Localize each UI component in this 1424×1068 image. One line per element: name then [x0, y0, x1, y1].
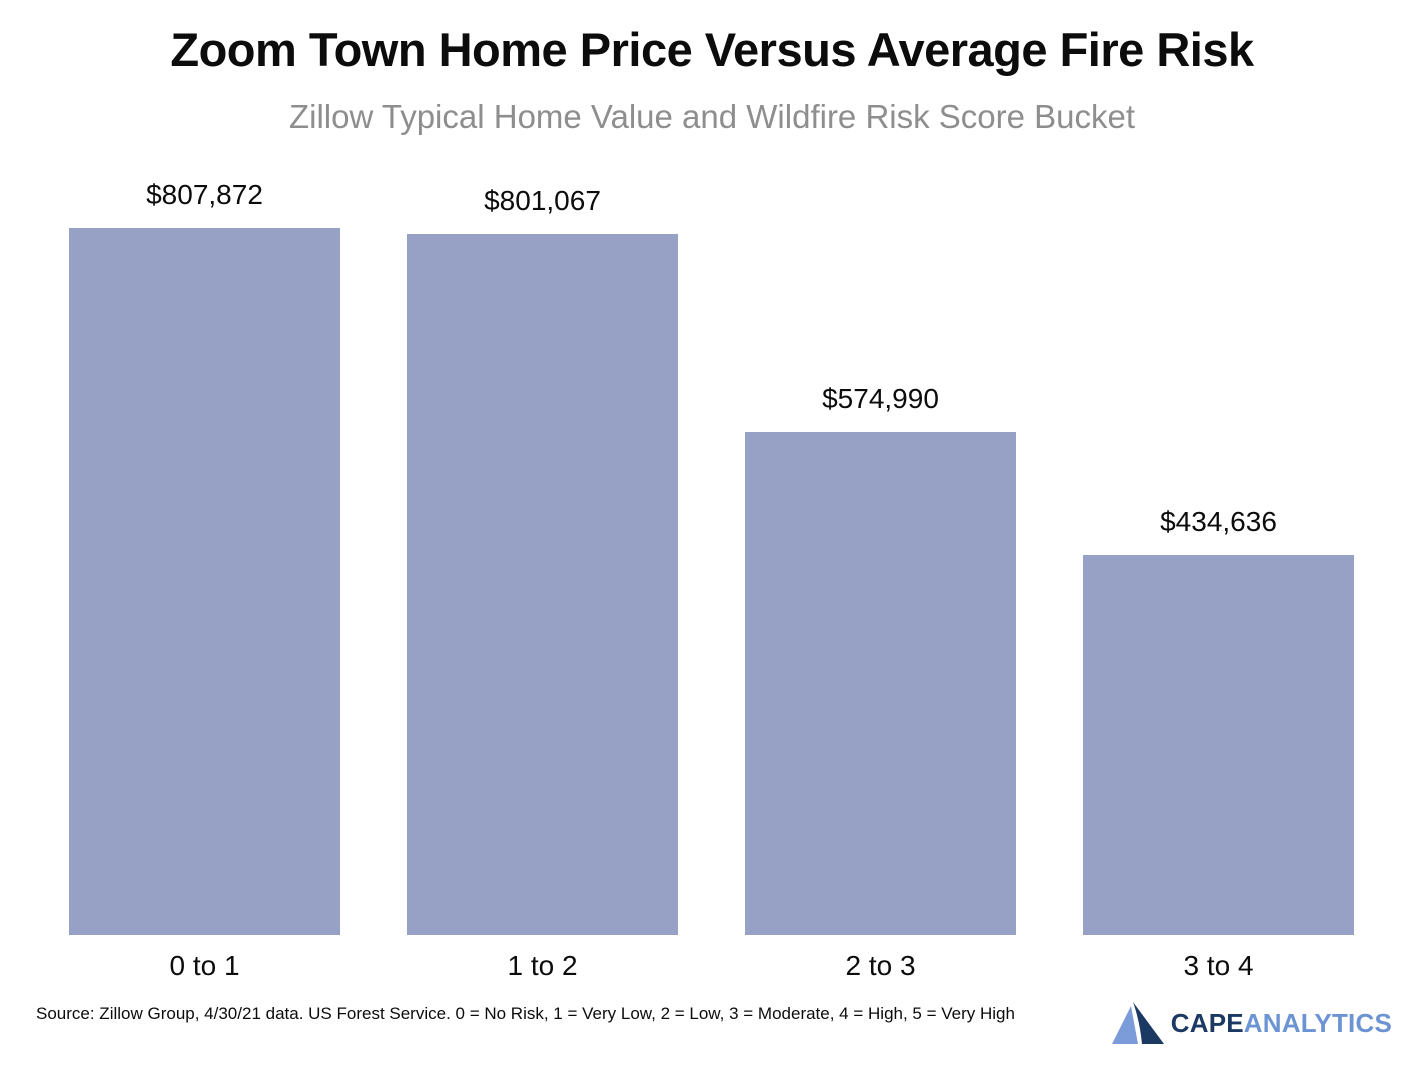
chart-title: Zoom Town Home Price Versus Average Fire… — [170, 23, 1254, 76]
cape-analytics-logo: CAPEANALYTICS — [1109, 1000, 1392, 1046]
logo-wordmark: CAPEANALYTICS — [1171, 1010, 1392, 1036]
triangle-dark-shape — [1132, 1002, 1164, 1044]
bar-value-label: $434,636 — [1160, 506, 1277, 537]
x-axis-label: 0 to 1 — [169, 950, 240, 981]
source-note: Source: Zillow Group, 4/30/21 data. US F… — [36, 1004, 1015, 1023]
x-axis-label: 1 to 2 — [507, 950, 578, 981]
bar-3-to-4 — [1083, 555, 1354, 935]
chart-subtitle: Zillow Typical Home Value and Wildfire R… — [288, 98, 1136, 135]
logo-word-analytics: ANALYTICS — [1243, 1008, 1392, 1038]
x-axis-label: 3 to 4 — [1183, 950, 1254, 981]
bar-value-label: $807,872 — [146, 179, 263, 210]
bar-0-to-1 — [69, 228, 340, 935]
logo-word-cape: CAPE — [1170, 1008, 1244, 1038]
bar-2-to-3 — [745, 432, 1016, 935]
bar-1-to-2 — [407, 234, 678, 935]
triangle-light-shape — [1111, 1006, 1138, 1044]
x-axis-label: 2 to 3 — [845, 950, 916, 981]
bar-value-label: $801,067 — [484, 185, 601, 216]
bar-value-label: $574,990 — [822, 383, 939, 414]
cape-analytics-triangle-icon — [1111, 1002, 1164, 1044]
